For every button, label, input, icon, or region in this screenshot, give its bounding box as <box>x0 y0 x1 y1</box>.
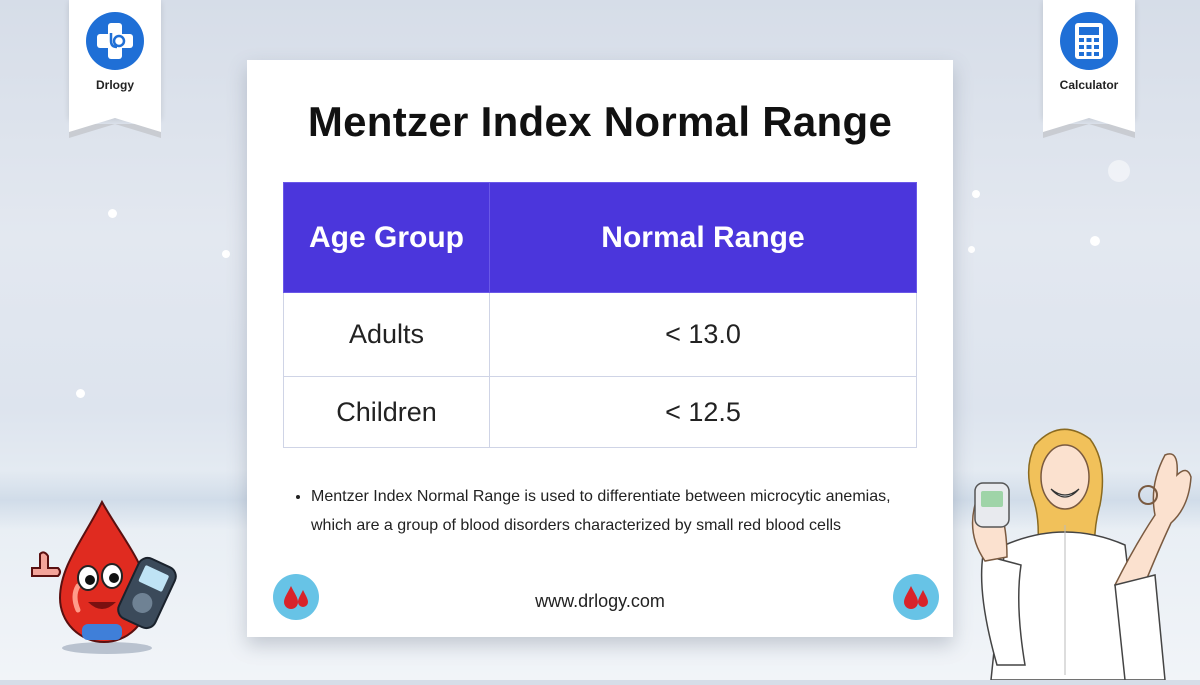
snow-dot <box>1108 160 1130 182</box>
snow-dot <box>76 389 85 398</box>
drlogy-badge[interactable]: Drlogy <box>69 0 161 138</box>
normal-range-table: Age Group Normal Range Adults < 13.0 Chi… <box>283 182 917 448</box>
calculator-icon <box>1060 12 1118 70</box>
calculator-badge[interactable]: Calculator <box>1043 0 1135 138</box>
snow-dot <box>968 246 975 253</box>
blood-drop-mascot-illustration <box>22 498 182 658</box>
page-title: Mentzer Index Normal Range <box>307 98 893 145</box>
woman-ok-gesture-illustration <box>965 415 1195 681</box>
snow-dot <box>1090 236 1100 246</box>
calculator-label: Calculator <box>1059 78 1119 92</box>
drlogy-label: Drlogy <box>95 78 134 92</box>
cell-age-group: Children <box>283 376 490 448</box>
description-note: Mentzer Index Normal Range is used to di… <box>293 482 933 540</box>
snow-dot <box>222 250 230 258</box>
cell-age-group: Adults <box>283 292 490 377</box>
table-row: Adults < 13.0 <box>283 292 917 377</box>
snow-dot <box>972 190 980 198</box>
medical-cross-stethoscope-icon <box>86 12 144 70</box>
note-item: Mentzer Index Normal Range is used to di… <box>311 482 933 540</box>
header-normal-range: Normal Range <box>489 182 917 293</box>
cell-normal-range: < 12.5 <box>489 376 917 448</box>
blood-drops-icon <box>273 574 319 620</box>
website-url[interactable]: www.drlogy.com <box>535 591 665 611</box>
cell-normal-range: < 13.0 <box>489 292 917 377</box>
snow-dot <box>108 209 117 218</box>
table-row: Children < 12.5 <box>283 376 917 448</box>
table-header-row: Age Group Normal Range <box>283 182 917 293</box>
header-age-group: Age Group <box>283 182 490 293</box>
blood-drops-icon <box>893 574 939 620</box>
